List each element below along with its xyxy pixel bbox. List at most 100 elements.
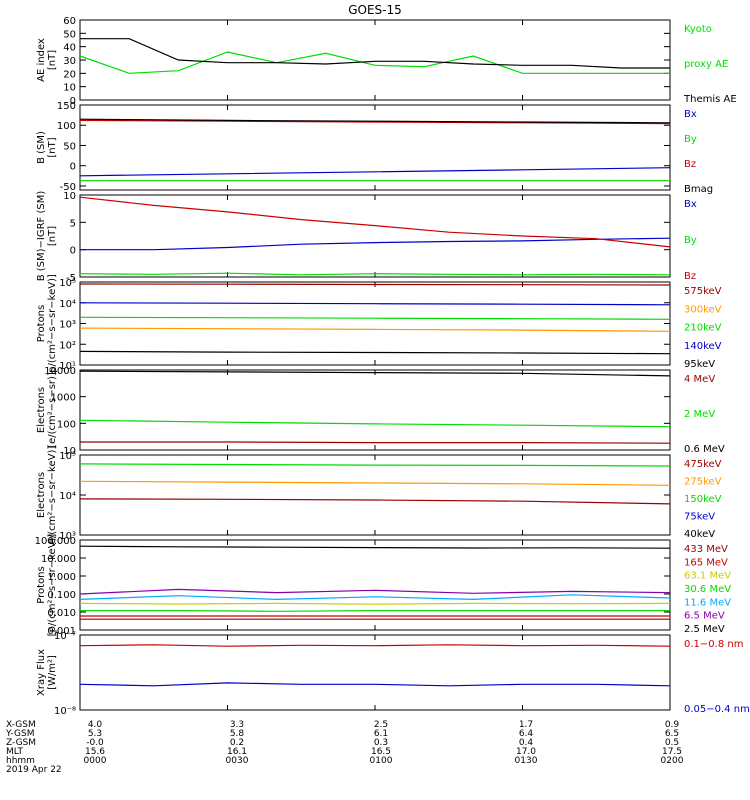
panel-bsm: -50 0 50 100 150 B (SM) [nT] Bx By Bz Bmag [36, 101, 713, 195]
y-tick-label: 40 [63, 43, 76, 54]
series-line-30-6-MeV [80, 609, 670, 612]
panel-frame [79, 454, 671, 536]
time-axis-row-label: X-GSM [6, 720, 36, 730]
y-axis-label-line: Protons [36, 566, 47, 603]
legend-label: Themis AE [683, 94, 737, 105]
time-axis-value: 0.9 [665, 720, 680, 730]
y-axis-label: Protons p/(cm²−s−sr−keV)] [36, 274, 58, 373]
legend-label: 30.6 MeV [684, 584, 731, 595]
y-tick-label: 10 [63, 83, 76, 94]
legend-label: Bz [684, 271, 696, 282]
panel-ae: 0 10 20 30 40 50 60 AE index [nT] Kyoto proxy AE Th… [36, 16, 737, 107]
y-axis-label-line: B (SM)−IGRF (SM) [36, 191, 47, 282]
series-line-2-MeV [79, 419, 671, 428]
time-axis-value: 2.5 [374, 720, 388, 730]
series-line-63-1-MeV [79, 602, 671, 605]
y-tick-label: 10 [63, 446, 76, 457]
y-tick-label: 100.000 [35, 536, 76, 547]
time-axis-value: 1.7 [519, 720, 533, 730]
time-axis-value: -0.0 [86, 738, 104, 748]
series-line-275keV [79, 480, 671, 486]
series-line-Bmag [79, 118, 671, 124]
time-axis-value: 0.3 [374, 738, 388, 748]
y-axis-label: Xray Flux [W/m²] [36, 649, 58, 696]
y-axis-label: B (SM)−IGRF (SM) [nT] [36, 191, 58, 282]
legend-label: 275keV [684, 477, 722, 488]
legend-label: 300keV [684, 304, 722, 315]
time-axis-value: 16.1 [227, 747, 247, 757]
series-line-140keV [79, 302, 671, 306]
series-line-2-5-MeV [79, 545, 671, 549]
series-line-Bx [80, 237, 671, 251]
panel-protons_mev: 0.0010.0100.1001.00010.000100.000Protons… [35, 534, 732, 637]
date-label: 2019 Apr 22 [6, 765, 62, 775]
y-tick-label: 10⁵ [59, 278, 76, 289]
series-line-575keV [79, 283, 671, 286]
panel-bigrf: -5 0 5 10 B (SM)−IGRF (SM) [nT] Bx By Bz [36, 191, 697, 284]
y-axis-label-line: e/(cm²−s−sr−keV)] [47, 446, 58, 545]
y-tick-label: 150 [57, 101, 76, 112]
panel-xray: 10⁻⁸ 10⁻⁷ Xray Flux [W/m²] 0.1−0.8 nm 0.05−0.… [36, 631, 750, 717]
series-line-Themis-AE [80, 38, 670, 69]
legend-label: 6.5 MeV [684, 611, 725, 622]
y-tick-label: 10⁻⁸ [54, 706, 76, 717]
legend-label: 0.6 MeV [684, 444, 725, 455]
legend-label: 150keV [684, 494, 722, 505]
time-axis-row-label: hhmm [6, 756, 35, 766]
time-axis-value: 4.0 [88, 720, 103, 730]
y-axis-label-line: AE index [36, 38, 47, 82]
legend-label: 140keV [684, 341, 722, 352]
series-line-475keV [79, 498, 671, 505]
time-axis-value: 6.1 [374, 729, 388, 739]
legend-label: Bx [684, 199, 697, 210]
y-tick-label: 100 [57, 419, 76, 430]
time-axis-value: 6.5 [665, 729, 679, 739]
y-axis-label-line: [nT] [47, 50, 58, 70]
y-tick-label: 0.100 [47, 590, 76, 601]
time-axis-row-label: Y-GSM [5, 729, 34, 739]
time-axis-row-label: Z-GSM [6, 738, 36, 748]
time-axis-value: 0.2 [230, 738, 244, 748]
legend-label: 165 MeV [684, 557, 728, 568]
series-line-11-6-MeV [79, 594, 671, 601]
legend-label: 475keV [684, 459, 722, 470]
y-tick-label: 50 [63, 29, 76, 40]
y-axis-label: Protons [p/(cm²−s−sr−keV)] [36, 534, 58, 637]
panel-frame [79, 19, 671, 101]
y-axis-label-line: Xray Flux [36, 649, 47, 696]
time-axis-row-label: MLT [6, 747, 24, 757]
time-axis-value: 0.5 [665, 738, 679, 748]
legend-label: 4 MeV [684, 374, 715, 385]
legend-label: 433 MeV [684, 544, 728, 555]
time-axis-value: 0130 [515, 756, 538, 766]
y-tick-label: 0.001 [47, 626, 76, 637]
y-tick-label: 5 [70, 218, 76, 229]
y-axis-label: Electrons e/(cm²−s−sr−keV)] [36, 446, 58, 545]
y-axis-label-line: [nT] [47, 226, 58, 246]
series-line-0-6-MeV [79, 370, 671, 377]
y-tick-label: 1000 [51, 393, 76, 404]
time-axis-value: 0200 [661, 756, 684, 766]
y-tick-label: 10³ [59, 531, 76, 542]
y-axis-label-line: Electrons [36, 387, 47, 433]
y-axis-label-line: [e/(cm²−s−sr)] [47, 372, 58, 448]
series-line-95keV [79, 350, 671, 355]
time-axis-value: 0000 [84, 756, 107, 766]
time-axis-value: 15.6 [85, 747, 105, 757]
time-axis-value: 17.5 [662, 747, 682, 757]
y-tick-label: 10⁴ [59, 299, 76, 310]
legend-label: 2 MeV [684, 409, 715, 420]
time-axis-value: 3.3 [230, 720, 244, 730]
y-tick-label: 10⁴ [59, 491, 76, 502]
y-tick-label: 60 [63, 16, 76, 27]
legend-label: Bmag [684, 184, 713, 195]
y-axis-label-line: [W/m²] [47, 655, 58, 690]
y-tick-label: 20 [63, 69, 76, 80]
y-tick-label: 0 [70, 162, 76, 173]
y-axis-label-line: p/(cm²−s−sr−keV)] [47, 274, 58, 373]
legend-label: proxy AE [684, 59, 728, 70]
y-tick-label: 0 [70, 96, 76, 107]
